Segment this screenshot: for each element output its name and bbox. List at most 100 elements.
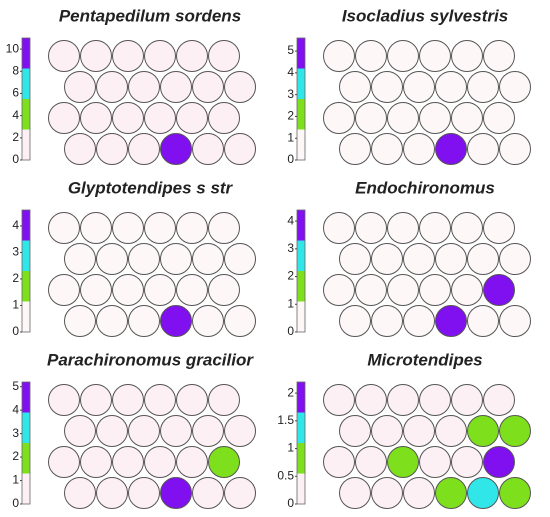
panel-title: Glyptotendipes s str — [68, 178, 234, 197]
colorbar-segment — [22, 271, 30, 302]
cell — [224, 477, 256, 509]
colorbar-segment — [22, 443, 30, 474]
panel-title: Endochironomus — [355, 178, 495, 197]
cell — [144, 102, 176, 134]
y-tick-label: 5 — [287, 43, 294, 57]
cell — [208, 384, 240, 416]
cell — [112, 446, 144, 478]
y-tick-label: 4 — [12, 218, 19, 232]
cell — [435, 415, 467, 447]
cell — [339, 71, 371, 103]
cell — [419, 102, 451, 134]
cell — [451, 212, 483, 244]
cell — [192, 305, 224, 337]
y-tick-label: 4 — [12, 108, 19, 122]
y-tick-label: 1 — [12, 473, 19, 487]
cell — [339, 243, 371, 275]
cell — [160, 243, 192, 275]
cell — [323, 446, 355, 478]
cell — [355, 212, 387, 244]
cell — [323, 40, 355, 72]
colorbar-segment — [297, 68, 305, 99]
colorbar-segment — [297, 443, 305, 474]
cell — [160, 477, 192, 509]
cell — [176, 384, 208, 416]
cell — [208, 446, 240, 478]
cell — [323, 274, 355, 306]
cell — [80, 274, 112, 306]
y-tick-label: 1 — [287, 441, 294, 455]
cell — [224, 133, 256, 165]
cell — [80, 446, 112, 478]
cell — [499, 243, 531, 275]
cell — [499, 415, 531, 447]
colorbar-frame — [21, 381, 31, 505]
cell — [64, 477, 96, 509]
y-tick-label: 4 — [287, 213, 294, 227]
y-tick-label: 0.5 — [277, 468, 294, 482]
cell — [435, 133, 467, 165]
cell — [483, 40, 515, 72]
colorbar-segment — [297, 129, 305, 160]
cell — [192, 477, 224, 509]
cell — [435, 71, 467, 103]
y-tick-label: 2 — [12, 130, 19, 144]
cell — [339, 305, 371, 337]
cell — [80, 40, 112, 72]
cell — [112, 40, 144, 72]
cell — [467, 243, 499, 275]
colorbar-segment — [22, 412, 30, 443]
cell — [176, 40, 208, 72]
cell — [112, 102, 144, 134]
colorbar-segment — [22, 210, 30, 241]
cell — [224, 305, 256, 337]
cell — [144, 446, 176, 478]
cell — [144, 212, 176, 244]
cell — [451, 274, 483, 306]
cell — [224, 243, 256, 275]
y-tick-label: 2 — [12, 449, 19, 463]
colorbar-segment — [22, 240, 30, 271]
colorbar-segment — [297, 412, 305, 443]
cell — [435, 305, 467, 337]
cell — [355, 274, 387, 306]
y-tick-label: 1 — [287, 296, 294, 310]
colorbar-segment — [22, 68, 30, 99]
cell — [419, 446, 451, 478]
cell — [483, 384, 515, 416]
cell — [96, 415, 128, 447]
colorbar-frame — [296, 37, 306, 161]
panel-title: Microtendipes — [367, 350, 482, 369]
colorbar-segment — [297, 38, 305, 69]
cell — [419, 274, 451, 306]
cell — [208, 212, 240, 244]
cell — [387, 446, 419, 478]
y-tick-label: 3 — [287, 87, 294, 101]
colorbar-segment — [22, 382, 30, 413]
cell — [355, 40, 387, 72]
cell — [435, 477, 467, 509]
cell — [224, 71, 256, 103]
cell — [387, 212, 419, 244]
cell — [355, 102, 387, 134]
y-tick-label: 2 — [287, 269, 294, 283]
cell — [403, 305, 435, 337]
cell — [144, 384, 176, 416]
y-tick-label: 0 — [12, 496, 19, 510]
cell — [339, 415, 371, 447]
y-tick-label: 2 — [287, 109, 294, 123]
cell — [48, 102, 80, 134]
cell — [112, 274, 144, 306]
cell — [128, 415, 160, 447]
colorbar-segment — [297, 210, 305, 241]
cell — [403, 243, 435, 275]
y-tick-label: 1 — [12, 298, 19, 312]
y-tick-label: 1 — [287, 130, 294, 144]
cell — [451, 384, 483, 416]
cell — [64, 305, 96, 337]
cell — [419, 212, 451, 244]
cell — [403, 477, 435, 509]
cell — [176, 446, 208, 478]
cell — [80, 102, 112, 134]
